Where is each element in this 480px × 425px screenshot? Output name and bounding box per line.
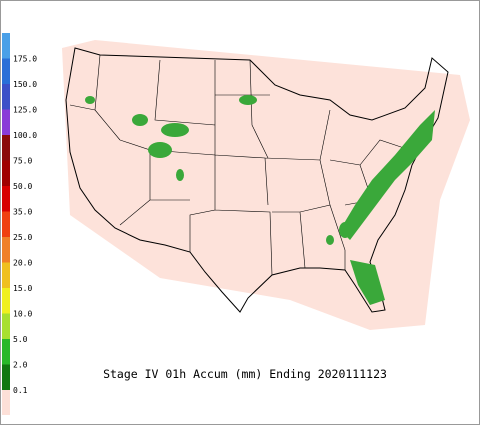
legend-swatch bbox=[2, 186, 10, 212]
legend-swatch bbox=[2, 339, 10, 365]
legend-label: 25.0 bbox=[13, 233, 32, 242]
precip-areas bbox=[85, 95, 435, 305]
legend-swatch bbox=[2, 160, 10, 186]
legend-swatch bbox=[2, 58, 10, 84]
legend-swatch bbox=[2, 109, 10, 135]
legend-label: 150.0 bbox=[13, 80, 37, 89]
coverage-area bbox=[62, 40, 470, 330]
legend: 175.0 150.0 125.0 100.0 75.0 50.0 35.0 25.0 20.0… bbox=[2, 33, 37, 415]
state-lines bbox=[69, 54, 411, 276]
legend-swatch bbox=[2, 237, 10, 263]
legend-swatch bbox=[2, 211, 10, 237]
legend-label: 175.0 bbox=[13, 55, 37, 64]
legend-swatch bbox=[2, 364, 10, 390]
legend-label: 0.1 bbox=[13, 386, 28, 395]
legend-swatch bbox=[2, 262, 10, 288]
legend-label: 75.0 bbox=[13, 157, 32, 166]
legend-label: 10.0 bbox=[13, 310, 32, 319]
legend-swatch bbox=[2, 33, 10, 59]
legend-label: 15.0 bbox=[13, 284, 32, 293]
legend-label: 35.0 bbox=[13, 208, 32, 217]
legend-label: 50.0 bbox=[13, 182, 32, 191]
legend-label: 2.0 bbox=[13, 361, 28, 370]
legend-label: 5.0 bbox=[13, 335, 28, 344]
legend-label: 100.0 bbox=[13, 131, 37, 140]
legend-label: 20.0 bbox=[13, 259, 32, 268]
legend-swatch bbox=[2, 313, 10, 339]
legend-swatch bbox=[2, 390, 10, 415]
legend-swatch bbox=[2, 288, 10, 314]
legend-swatch bbox=[2, 135, 10, 161]
map-title: Stage IV 01h Accum (mm) Ending 202011112… bbox=[103, 367, 387, 381]
legend-swatch bbox=[2, 84, 10, 110]
legend-label: 125.0 bbox=[13, 106, 37, 115]
